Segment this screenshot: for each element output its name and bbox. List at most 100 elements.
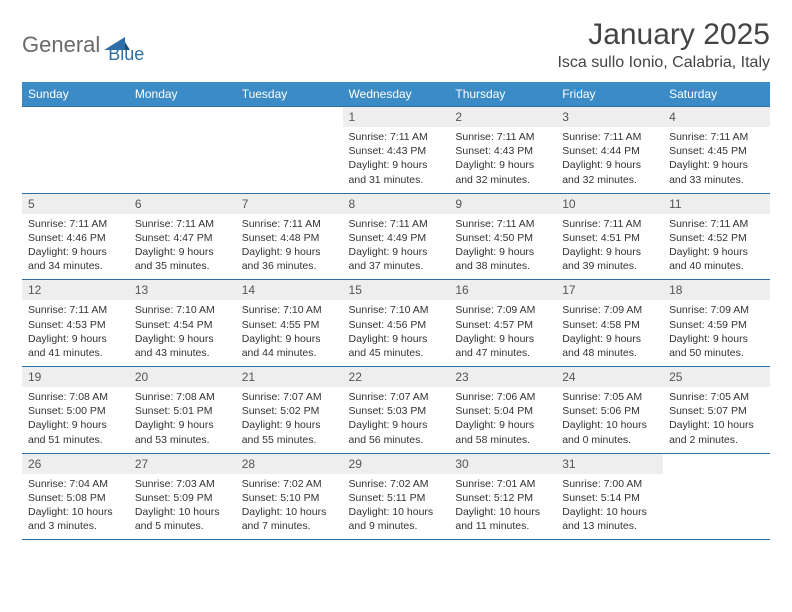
day-body: Sunrise: 7:01 AMSunset: 5:12 PMDaylight:… bbox=[449, 474, 556, 540]
sunset-text: Sunset: 4:55 PM bbox=[242, 318, 337, 332]
sunset-text: Sunset: 5:03 PM bbox=[349, 404, 444, 418]
logo: General Blue bbox=[22, 24, 144, 65]
calendar-day-cell: 6Sunrise: 7:11 AMSunset: 4:47 PMDaylight… bbox=[129, 193, 236, 280]
calendar-day-cell: 23Sunrise: 7:06 AMSunset: 5:04 PMDayligh… bbox=[449, 367, 556, 454]
day-body: Sunrise: 7:11 AMSunset: 4:48 PMDaylight:… bbox=[236, 214, 343, 280]
sunrise-text: Sunrise: 7:04 AM bbox=[28, 477, 123, 491]
sunset-text: Sunset: 4:53 PM bbox=[28, 318, 123, 332]
sunrise-text: Sunrise: 7:02 AM bbox=[349, 477, 444, 491]
sunrise-text: Sunrise: 7:08 AM bbox=[28, 390, 123, 404]
day-number: 22 bbox=[343, 367, 450, 387]
sunrise-text: Sunrise: 7:11 AM bbox=[455, 217, 550, 231]
weekday-header: Saturday bbox=[663, 82, 770, 107]
daylight-text: Daylight: 9 hours and 48 minutes. bbox=[562, 332, 657, 360]
daylight-text: Daylight: 9 hours and 32 minutes. bbox=[455, 158, 550, 186]
sunrise-text: Sunrise: 7:11 AM bbox=[349, 130, 444, 144]
sunrise-text: Sunrise: 7:10 AM bbox=[242, 303, 337, 317]
sunset-text: Sunset: 4:49 PM bbox=[349, 231, 444, 245]
sunrise-text: Sunrise: 7:10 AM bbox=[349, 303, 444, 317]
weekday-header: Friday bbox=[556, 82, 663, 107]
sunrise-text: Sunrise: 7:11 AM bbox=[28, 217, 123, 231]
day-body: Sunrise: 7:09 AMSunset: 4:58 PMDaylight:… bbox=[556, 300, 663, 366]
calendar-day-cell: 12Sunrise: 7:11 AMSunset: 4:53 PMDayligh… bbox=[22, 280, 129, 367]
weekday-header-row: Sunday Monday Tuesday Wednesday Thursday… bbox=[22, 82, 770, 107]
calendar-week-row: 26Sunrise: 7:04 AMSunset: 5:08 PMDayligh… bbox=[22, 453, 770, 540]
sunrise-text: Sunrise: 7:07 AM bbox=[242, 390, 337, 404]
daylight-text: Daylight: 9 hours and 47 minutes. bbox=[455, 332, 550, 360]
title-block: January 2025 Isca sullo Ionio, Calabria,… bbox=[557, 18, 770, 72]
daylight-text: Daylight: 9 hours and 33 minutes. bbox=[669, 158, 764, 186]
daylight-text: Daylight: 10 hours and 2 minutes. bbox=[669, 418, 764, 446]
sunset-text: Sunset: 5:11 PM bbox=[349, 491, 444, 505]
sunrise-text: Sunrise: 7:05 AM bbox=[562, 390, 657, 404]
daylight-text: Daylight: 9 hours and 34 minutes. bbox=[28, 245, 123, 273]
day-body: Sunrise: 7:11 AMSunset: 4:45 PMDaylight:… bbox=[663, 127, 770, 193]
day-number: 10 bbox=[556, 194, 663, 214]
day-body: Sunrise: 7:05 AMSunset: 5:07 PMDaylight:… bbox=[663, 387, 770, 453]
sunrise-text: Sunrise: 7:11 AM bbox=[455, 130, 550, 144]
daylight-text: Daylight: 10 hours and 5 minutes. bbox=[135, 505, 230, 533]
calendar-day-cell: 10Sunrise: 7:11 AMSunset: 4:51 PMDayligh… bbox=[556, 193, 663, 280]
day-body: Sunrise: 7:02 AMSunset: 5:11 PMDaylight:… bbox=[343, 474, 450, 540]
day-body: Sunrise: 7:08 AMSunset: 5:00 PMDaylight:… bbox=[22, 387, 129, 453]
sunrise-text: Sunrise: 7:11 AM bbox=[349, 217, 444, 231]
sunrise-text: Sunrise: 7:11 AM bbox=[669, 217, 764, 231]
sunset-text: Sunset: 4:54 PM bbox=[135, 318, 230, 332]
day-number: 29 bbox=[343, 454, 450, 474]
sunset-text: Sunset: 4:44 PM bbox=[562, 144, 657, 158]
daylight-text: Daylight: 9 hours and 32 minutes. bbox=[562, 158, 657, 186]
sunrise-text: Sunrise: 7:09 AM bbox=[455, 303, 550, 317]
day-body: Sunrise: 7:11 AMSunset: 4:52 PMDaylight:… bbox=[663, 214, 770, 280]
day-number: 20 bbox=[129, 367, 236, 387]
day-body: Sunrise: 7:11 AMSunset: 4:50 PMDaylight:… bbox=[449, 214, 556, 280]
daylight-text: Daylight: 9 hours and 50 minutes. bbox=[669, 332, 764, 360]
day-body: Sunrise: 7:11 AMSunset: 4:44 PMDaylight:… bbox=[556, 127, 663, 193]
day-number: 5 bbox=[22, 194, 129, 214]
day-body: Sunrise: 7:07 AMSunset: 5:02 PMDaylight:… bbox=[236, 387, 343, 453]
daylight-text: Daylight: 9 hours and 58 minutes. bbox=[455, 418, 550, 446]
day-number: 7 bbox=[236, 194, 343, 214]
calendar-day-cell: 11Sunrise: 7:11 AMSunset: 4:52 PMDayligh… bbox=[663, 193, 770, 280]
sunset-text: Sunset: 4:58 PM bbox=[562, 318, 657, 332]
sunset-text: Sunset: 4:50 PM bbox=[455, 231, 550, 245]
sunset-text: Sunset: 5:06 PM bbox=[562, 404, 657, 418]
daylight-text: Daylight: 10 hours and 7 minutes. bbox=[242, 505, 337, 533]
sunset-text: Sunset: 4:59 PM bbox=[669, 318, 764, 332]
calendar-day-cell: 20Sunrise: 7:08 AMSunset: 5:01 PMDayligh… bbox=[129, 367, 236, 454]
day-body: Sunrise: 7:02 AMSunset: 5:10 PMDaylight:… bbox=[236, 474, 343, 540]
daylight-text: Daylight: 9 hours and 45 minutes. bbox=[349, 332, 444, 360]
calendar-week-row: 5Sunrise: 7:11 AMSunset: 4:46 PMDaylight… bbox=[22, 193, 770, 280]
daylight-text: Daylight: 9 hours and 53 minutes. bbox=[135, 418, 230, 446]
month-title: January 2025 bbox=[557, 18, 770, 52]
calendar-week-row: 12Sunrise: 7:11 AMSunset: 4:53 PMDayligh… bbox=[22, 280, 770, 367]
day-number: 26 bbox=[22, 454, 129, 474]
day-number: 17 bbox=[556, 280, 663, 300]
daylight-text: Daylight: 9 hours and 36 minutes. bbox=[242, 245, 337, 273]
daylight-text: Daylight: 9 hours and 56 minutes. bbox=[349, 418, 444, 446]
day-number: 11 bbox=[663, 194, 770, 214]
sunset-text: Sunset: 4:51 PM bbox=[562, 231, 657, 245]
logo-text-blue: Blue bbox=[108, 44, 144, 65]
daylight-text: Daylight: 9 hours and 39 minutes. bbox=[562, 245, 657, 273]
day-body: Sunrise: 7:11 AMSunset: 4:43 PMDaylight:… bbox=[449, 127, 556, 193]
calendar-table: Sunday Monday Tuesday Wednesday Thursday… bbox=[22, 82, 770, 540]
sunset-text: Sunset: 4:43 PM bbox=[349, 144, 444, 158]
day-body: Sunrise: 7:05 AMSunset: 5:06 PMDaylight:… bbox=[556, 387, 663, 453]
daylight-text: Daylight: 9 hours and 35 minutes. bbox=[135, 245, 230, 273]
day-body: Sunrise: 7:10 AMSunset: 4:56 PMDaylight:… bbox=[343, 300, 450, 366]
day-number: 19 bbox=[22, 367, 129, 387]
day-body: Sunrise: 7:00 AMSunset: 5:14 PMDaylight:… bbox=[556, 474, 663, 540]
calendar-day-cell: 29Sunrise: 7:02 AMSunset: 5:11 PMDayligh… bbox=[343, 453, 450, 540]
day-number: 24 bbox=[556, 367, 663, 387]
day-number: 4 bbox=[663, 107, 770, 127]
day-number: 15 bbox=[343, 280, 450, 300]
header: General Blue January 2025 Isca sullo Ion… bbox=[22, 18, 770, 72]
calendar-day-cell: 21Sunrise: 7:07 AMSunset: 5:02 PMDayligh… bbox=[236, 367, 343, 454]
day-body: Sunrise: 7:07 AMSunset: 5:03 PMDaylight:… bbox=[343, 387, 450, 453]
sunrise-text: Sunrise: 7:09 AM bbox=[669, 303, 764, 317]
day-body: Sunrise: 7:11 AMSunset: 4:51 PMDaylight:… bbox=[556, 214, 663, 280]
sunrise-text: Sunrise: 7:11 AM bbox=[562, 130, 657, 144]
calendar-day-cell: 19Sunrise: 7:08 AMSunset: 5:00 PMDayligh… bbox=[22, 367, 129, 454]
calendar-day-cell: 7Sunrise: 7:11 AMSunset: 4:48 PMDaylight… bbox=[236, 193, 343, 280]
sunrise-text: Sunrise: 7:11 AM bbox=[562, 217, 657, 231]
